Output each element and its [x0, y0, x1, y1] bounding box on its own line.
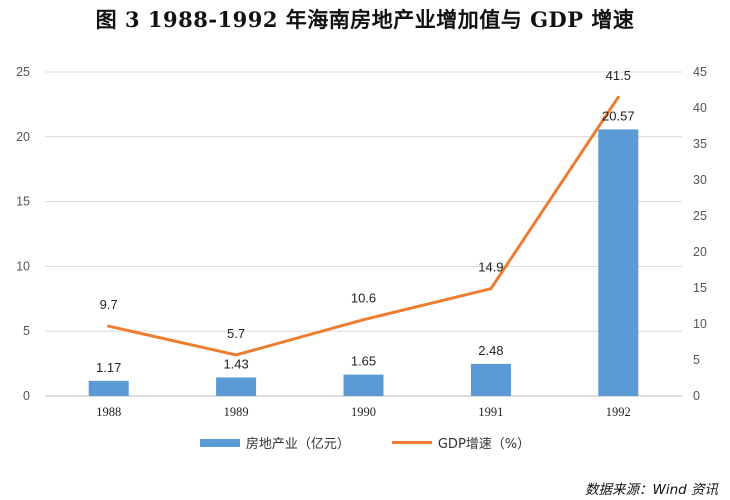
y-axis-left: 0 5 10 15 20 25 — [16, 65, 30, 403]
legend-item-bar: 房地产业（亿元） — [199, 433, 350, 452]
bar — [88, 380, 129, 396]
y-tick-right: 30 — [693, 173, 707, 187]
y-tick-left: 25 — [16, 65, 30, 79]
legend-label-bar: 房地产业（亿元） — [245, 437, 350, 452]
y-tick-right: 0 — [693, 389, 700, 403]
x-tick: 1992 — [606, 405, 631, 419]
x-tick: 1991 — [478, 405, 503, 419]
x-tick: 1989 — [224, 405, 249, 419]
bar — [343, 374, 384, 396]
line-data-label: 9.7 — [100, 297, 118, 312]
line-point — [107, 324, 111, 328]
y-tick-right: 25 — [693, 209, 707, 223]
gridlines — [45, 71, 682, 397]
legend-label-line: GDP增速（%） — [437, 437, 531, 452]
y-tick-left: 10 — [16, 259, 30, 273]
legend: 房地产业（亿元） GDP增速（%） — [0, 433, 730, 452]
line-point — [362, 318, 365, 322]
bar-data-label: 2.48 — [478, 343, 503, 358]
line-point — [234, 353, 238, 357]
bar-series — [88, 129, 639, 397]
legend-item-line: GDP增速（%） — [391, 433, 531, 452]
data-labels: 1.17 1.43 1.65 2.48 20.57 9.7 5.7 10.6 14.9 41.5 — [96, 68, 635, 375]
y-tick-right: 35 — [693, 137, 707, 151]
y-tick-right: 40 — [693, 101, 707, 115]
gdp-growth-line — [108, 96, 620, 357]
line-point — [489, 287, 493, 291]
y-tick-left: 5 — [23, 324, 30, 338]
bar — [216, 377, 257, 396]
y-tick-right: 20 — [693, 245, 707, 259]
source-note: 数据来源：Wind 资讯 — [584, 482, 718, 498]
bar-data-label: 1.43 — [223, 356, 248, 371]
legend-swatch-bar — [199, 438, 240, 447]
y-tick-left: 0 — [23, 389, 30, 403]
y-tick-right: 15 — [693, 281, 707, 295]
line-series — [107, 95, 620, 357]
bar — [470, 363, 511, 396]
y-tick-left: 20 — [16, 130, 30, 144]
legend-swatch-line — [391, 441, 432, 444]
x-tick: 1990 — [351, 405, 376, 419]
y-tick-right: 10 — [693, 317, 707, 331]
bar-data-label: 20.57 — [602, 108, 635, 123]
x-tick: 1988 — [96, 405, 121, 419]
chart-title: 图 3 1988-1992 年海南房地产业增加值与 GDP 增速 — [95, 7, 635, 32]
line-data-label: 10.6 — [351, 291, 376, 306]
line-point — [616, 95, 620, 99]
y-tick-left: 15 — [16, 195, 30, 209]
line-data-label: 14.9 — [478, 260, 503, 275]
x-axis: 1988 1989 1990 1991 1992 — [96, 405, 631, 419]
line-data-label: 5.7 — [227, 326, 245, 341]
bar-data-label: 1.65 — [351, 354, 376, 369]
line-data-label: 41.5 — [606, 68, 631, 83]
y-axis-right: 0 5 10 15 20 25 30 35 40 45 — [693, 65, 707, 403]
y-tick-right: 5 — [693, 353, 700, 367]
y-tick-right: 45 — [693, 65, 707, 79]
bar-data-label: 1.17 — [96, 360, 121, 375]
bar — [598, 129, 639, 397]
